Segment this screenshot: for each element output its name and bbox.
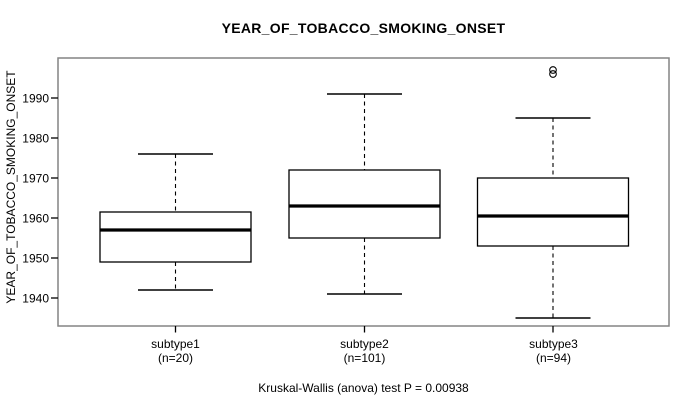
stat-test-caption: Kruskal-Wallis (anova) test P = 0.00938: [258, 381, 469, 395]
x-axis-group-label: subtype3 (n=94): [473, 337, 634, 365]
outlier-point: [549, 66, 557, 74]
group-n: (n=101): [343, 350, 386, 365]
boxplot-subtype3: [476, 66, 630, 319]
x-axis-group-label: subtype2 (n=101): [284, 337, 445, 365]
boxplot-subtype2: [288, 93, 441, 295]
chart-title: YEAR_OF_TOBACCO_SMOKING_ONSET: [221, 20, 506, 36]
y-tick-label: 1980: [22, 131, 49, 145]
group-name: subtype3: [529, 337, 578, 351]
boxplot-subtype1: [99, 153, 252, 291]
group-name: subtype1: [151, 337, 200, 351]
iqr-box: [288, 169, 441, 239]
plot-frame: [57, 57, 670, 327]
x-axis-group-label: subtype1 (n=20): [95, 337, 256, 365]
y-axis-label: YEAR_OF_TOBACCO_SMOKING_ONSET: [4, 70, 18, 304]
group-name: subtype2: [340, 337, 389, 351]
iqr-box: [476, 177, 630, 247]
y-tick-label: 1960: [22, 211, 49, 225]
group-n: (n=94): [535, 350, 572, 365]
y-tick-label: 1950: [22, 251, 49, 265]
y-tick-label: 1990: [22, 91, 49, 105]
group-n: (n=20): [157, 350, 194, 365]
iqr-box: [99, 211, 252, 263]
y-tick-label: 1970: [22, 171, 49, 185]
y-tick-label: 1940: [22, 291, 49, 305]
outlier-point: [549, 70, 557, 78]
